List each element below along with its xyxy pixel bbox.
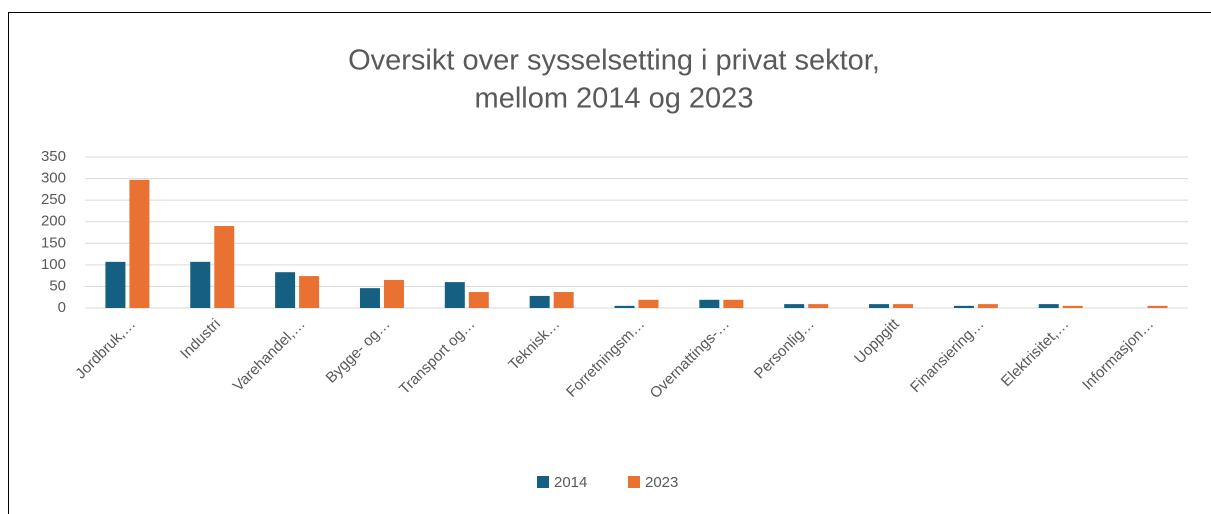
legend-swatch [628,476,640,488]
bar [129,179,150,308]
bar [105,261,126,308]
bar [553,292,574,308]
bar [468,292,489,308]
bar [1147,305,1168,308]
y-tick-label: 0 [58,299,66,316]
bar [275,272,296,308]
bar [190,261,211,308]
y-tick-label: 150 [41,234,66,251]
bar [299,276,320,308]
bar [444,282,465,308]
bar [529,295,550,308]
bar [614,305,635,308]
bar [869,304,890,308]
y-tick-label: 350 [41,148,66,165]
y-tick-label: 250 [41,191,66,208]
chart-title: Oversikt over sysselsetting i privat sek… [348,45,880,77]
bar [1038,304,1059,308]
bar [359,288,380,308]
bar [638,299,659,308]
bar [953,305,974,308]
bar [214,226,235,308]
legend-swatch [537,476,549,488]
bar [383,279,404,308]
bar [723,299,744,308]
bar [1062,305,1083,308]
bar [699,299,720,308]
y-tick-label: 200 [41,213,66,230]
y-tick-label: 50 [49,277,66,294]
bar [977,304,998,308]
bar [893,304,914,308]
chart-title: mellom 2014 og 2023 [475,83,754,115]
y-tick-label: 300 [41,170,66,187]
legend-label: 2014 [554,474,587,491]
bar [784,304,805,308]
bar [808,304,829,308]
legend-label: 2023 [645,474,678,491]
y-tick-label: 100 [41,256,66,273]
